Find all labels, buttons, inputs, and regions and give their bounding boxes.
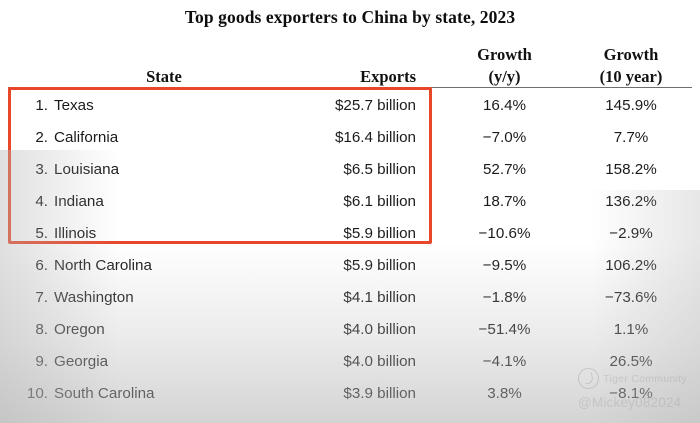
row-rank: 1.	[35, 97, 48, 114]
row-growth-yy-value: −10.6%	[478, 225, 531, 242]
table-row: 2. California $16.4 billion −7.0% 7.7%	[0, 122, 700, 154]
row-growth-10y-value: 158.2%	[605, 161, 657, 178]
row-rank: 8.	[35, 321, 48, 338]
row-state-name: Georgia	[54, 353, 109, 370]
row-state-name: Texas	[54, 97, 94, 114]
row-exports-value: $4.0 billion	[343, 353, 416, 370]
column-header-exports: Exports	[360, 67, 416, 86]
column-header-growth-yy-line1: Growth	[477, 45, 532, 64]
column-header-growth-yy-line2: (y/y)	[488, 67, 521, 86]
row-state-name: Washington	[54, 289, 134, 306]
row-growth-yy-value: 16.4%	[482, 97, 527, 114]
row-growth-yy-value: 18.7%	[482, 193, 527, 210]
row-rank: 3.	[35, 161, 48, 178]
row-rank: 5.	[35, 225, 48, 242]
table-row: 9. Georgia $4.0 billion −4.1% 26.5%	[0, 346, 700, 378]
table-row: 7. Washington $4.1 billion −1.8% −73.6%	[0, 282, 700, 314]
row-exports-value: $4.0 billion	[343, 321, 416, 338]
row-rank: 9.	[35, 353, 48, 370]
table-row: 6. North Carolina $5.9 billion −9.5% 106.2%	[0, 250, 700, 282]
table-row: 5. Illinois $5.9 billion −10.6% −2.9%	[0, 218, 700, 250]
row-growth-yy-value: −51.4%	[478, 321, 531, 338]
row-growth-10y-value: 106.2%	[605, 257, 657, 274]
row-state-name: Indiana	[54, 193, 104, 210]
row-state-name: Oregon	[54, 321, 105, 338]
row-growth-10y-value: 136.2%	[605, 193, 657, 210]
row-state-name: North Carolina	[54, 257, 152, 274]
table-row: 10. South Carolina $3.9 billion 3.8% −8.1%	[0, 378, 700, 410]
row-growth-yy-value: −4.1%	[482, 353, 527, 370]
row-state-name: Illinois	[54, 225, 97, 242]
row-exports-value: $16.4 billion	[334, 129, 416, 146]
row-growth-yy-value: −1.8%	[482, 289, 527, 306]
row-growth-10y-value: 1.1%	[613, 321, 649, 338]
row-rank: 4.	[35, 193, 48, 210]
row-growth-10y-value: 26.5%	[609, 353, 653, 370]
row-exports-value: $5.9 billion	[343, 225, 416, 242]
row-exports-value: $3.9 billion	[343, 385, 416, 402]
table-row: 8. Oregon $4.0 billion −51.4% 1.1%	[0, 314, 700, 346]
row-state-name: Louisiana	[54, 161, 120, 178]
row-state-name: South Carolina	[54, 385, 155, 402]
row-rank: 6.	[35, 257, 48, 274]
row-rank: 7.	[35, 289, 48, 306]
row-rank: 10.	[26, 385, 48, 402]
row-growth-10y-value: 7.7%	[613, 129, 649, 146]
column-header-growth-10y-line1: Growth	[603, 45, 659, 64]
table-row: 4. Indiana $6.1 billion 18.7% 136.2%	[0, 186, 700, 218]
column-header-growth-10y-line2: (10 year)	[599, 67, 663, 86]
row-growth-yy-value: −9.5%	[482, 257, 527, 274]
row-growth-yy-value: 52.7%	[482, 161, 527, 178]
row-state-name: California	[54, 129, 119, 146]
row-exports-value: $25.7 billion	[334, 97, 416, 114]
header-divider	[8, 87, 692, 88]
row-growth-10y-value: −8.1%	[609, 385, 653, 402]
row-exports-value: $6.5 billion	[343, 161, 416, 178]
row-growth-10y-value: 145.9%	[605, 97, 657, 114]
row-exports-value: $5.9 billion	[343, 257, 416, 274]
row-growth-yy-value: −7.0%	[482, 129, 527, 146]
row-growth-10y-value: −2.9%	[609, 225, 653, 242]
table-row: 1. Texas $25.7 billion 16.4% 145.9%	[0, 90, 700, 122]
row-exports-value: $6.1 billion	[343, 193, 416, 210]
page-title: Top goods exporters to China by state, 2…	[184, 7, 516, 27]
column-header-state: State	[146, 67, 182, 86]
row-growth-yy-value: 3.8%	[487, 385, 522, 402]
row-exports-value: $4.1 billion	[343, 289, 416, 306]
table-row: 3. Louisiana $6.5 billion 52.7% 158.2%	[0, 154, 700, 186]
row-growth-10y-value: −73.6%	[605, 289, 657, 306]
row-rank: 2.	[35, 129, 48, 146]
